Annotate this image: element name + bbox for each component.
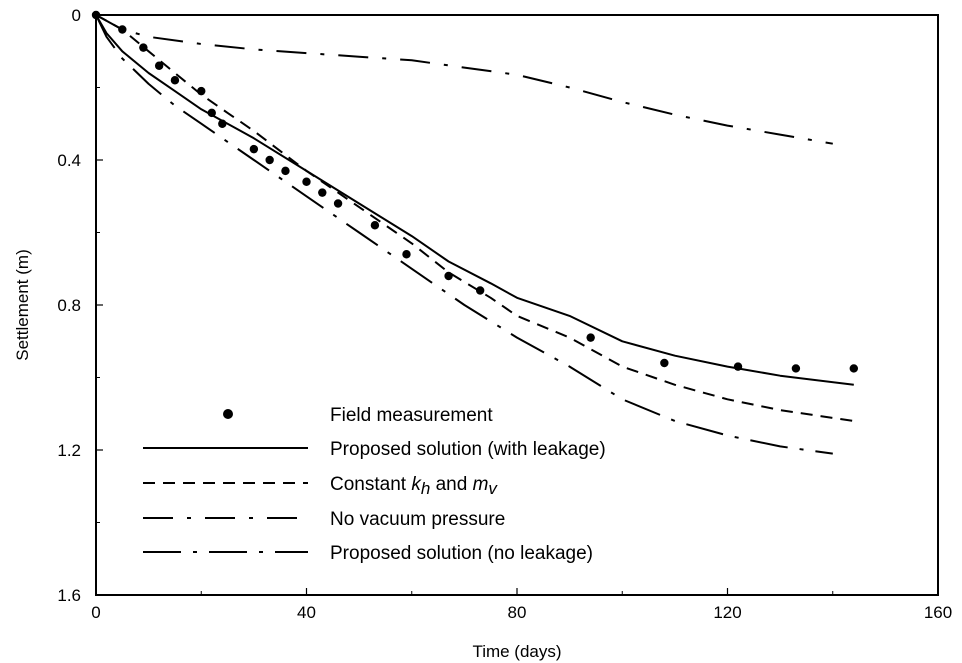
x-tick-label: 0 xyxy=(91,603,100,622)
y-tick-label: 0 xyxy=(72,6,81,25)
x-tick-label: 160 xyxy=(924,603,952,622)
data-point xyxy=(154,61,164,70)
legend: Field measurement Proposed solution (with… xyxy=(143,405,606,564)
x-tick-label: 40 xyxy=(297,603,316,622)
series-2 xyxy=(95,14,854,386)
x-tick-label: 80 xyxy=(508,603,527,622)
axis-ticks xyxy=(95,14,939,596)
data-point xyxy=(170,76,180,85)
axis-tick-labels: 0 40 80 120 160 0 0.4 0.8 1.2 1.6 xyxy=(57,6,952,622)
data-point xyxy=(586,333,595,342)
series-line xyxy=(95,14,833,455)
legend-label: Field measurement xyxy=(330,405,493,426)
data-point xyxy=(791,364,801,373)
series-5 xyxy=(95,14,833,455)
y-tick-label: 0.4 xyxy=(57,151,81,170)
data-point xyxy=(281,166,290,176)
data-point xyxy=(265,155,274,165)
data-point xyxy=(302,177,311,186)
y-axis-label: Settlement (m) xyxy=(13,249,32,360)
series-4 xyxy=(95,14,833,145)
y-tick-label: 1.2 xyxy=(57,441,81,460)
legend-marker xyxy=(223,409,233,419)
data-point xyxy=(318,188,327,197)
y-tick-label: 0.8 xyxy=(57,296,81,315)
x-axis-label: Time (days) xyxy=(472,642,561,661)
y-tick-label: 1.6 xyxy=(57,586,81,605)
series-layer xyxy=(91,10,858,455)
data-point xyxy=(444,271,453,281)
data-point xyxy=(333,199,343,208)
data-point xyxy=(249,144,259,154)
data-point xyxy=(475,286,485,295)
plot-frame xyxy=(95,14,939,596)
data-point xyxy=(849,364,858,373)
data-point xyxy=(660,358,669,368)
legend-label: Proposed solution (with leakage) xyxy=(330,439,606,460)
series-1 xyxy=(91,10,858,373)
x-tick-label: 120 xyxy=(713,603,741,622)
legend-label: Constant kh and mv xyxy=(330,474,498,498)
series-line xyxy=(95,14,854,386)
series-line xyxy=(95,14,833,145)
legend-label: Proposed solution (no leakage) xyxy=(330,543,593,564)
data-point xyxy=(370,221,380,230)
legend-label: No vacuum pressure xyxy=(330,509,505,530)
series-3 xyxy=(95,14,854,422)
series-line xyxy=(95,14,854,422)
data-point xyxy=(402,250,411,259)
